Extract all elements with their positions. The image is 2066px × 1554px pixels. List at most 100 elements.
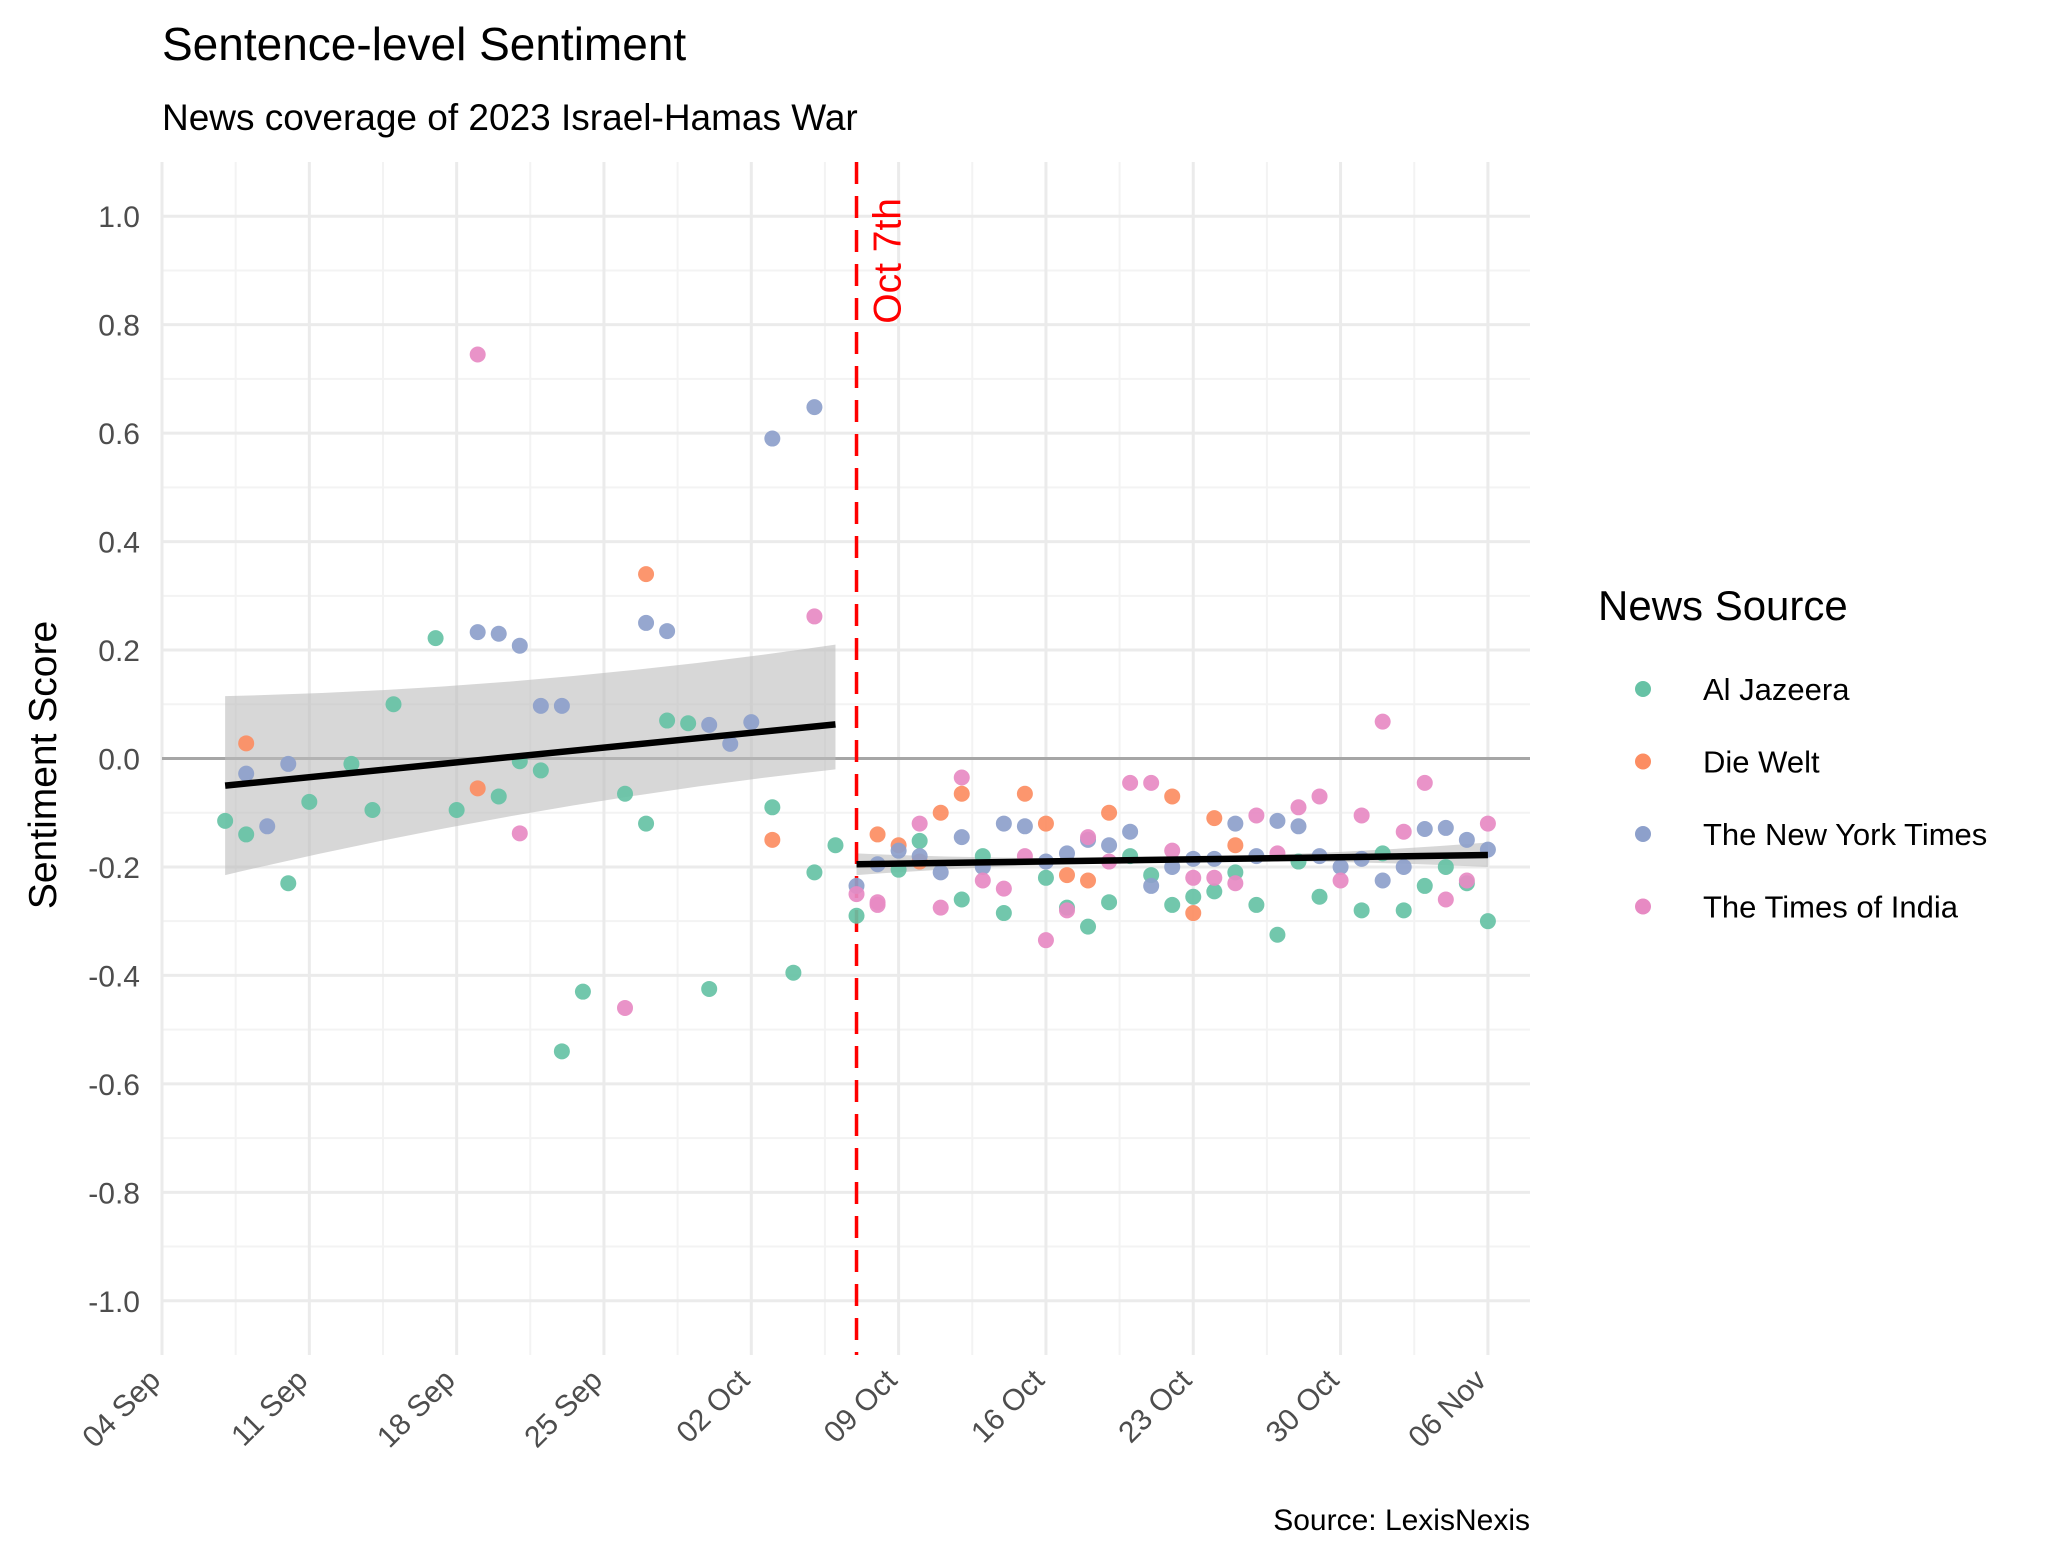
x-tick-label: 11 Sep	[225, 1364, 314, 1453]
data-point	[1164, 788, 1181, 805]
data-point	[1206, 869, 1223, 886]
legend-swatch	[1635, 753, 1651, 770]
legend-swatch	[1635, 898, 1651, 915]
data-point	[722, 735, 739, 752]
data-point	[1416, 774, 1433, 791]
data-point	[974, 872, 991, 889]
data-point	[1374, 872, 1391, 889]
y-tick-label: -0.6	[88, 1069, 140, 1102]
data-point	[511, 637, 528, 654]
data-point	[995, 905, 1012, 922]
data-point	[827, 837, 844, 854]
data-point	[1353, 902, 1370, 919]
y-tick-label: 0.8	[98, 310, 140, 343]
data-point	[953, 829, 970, 846]
grid	[160, 162, 1530, 1355]
data-point	[1227, 837, 1244, 854]
data-point	[1122, 774, 1139, 791]
data-point	[385, 696, 402, 713]
data-point	[1101, 894, 1118, 911]
data-point	[1332, 872, 1349, 889]
data-point	[1164, 858, 1181, 875]
data-point	[532, 697, 549, 714]
legend-swatch	[1635, 681, 1651, 697]
data-point	[995, 815, 1012, 832]
data-point	[932, 899, 949, 916]
data-point	[617, 785, 634, 802]
y-tick-label: -1.0	[88, 1286, 140, 1319]
data-point	[701, 980, 718, 997]
data-point	[1185, 869, 1202, 886]
data-point	[953, 785, 970, 802]
trend-lines	[224, 721, 1488, 868]
data-point	[848, 907, 865, 924]
data-point	[1374, 713, 1391, 730]
legend-label: The Times of India	[1703, 890, 1959, 925]
data-point	[1016, 818, 1033, 835]
data-point	[659, 712, 676, 729]
data-point	[1058, 902, 1075, 919]
data-point	[869, 826, 886, 843]
reference-line-group: Oct 7th	[854, 162, 910, 1355]
y-tick-label: 0.2	[98, 635, 140, 668]
data-point	[617, 999, 634, 1016]
data-point	[1206, 883, 1223, 900]
x-tick-label: 02 Oct	[670, 1363, 756, 1449]
data-point	[1185, 905, 1202, 922]
data-point	[1037, 815, 1054, 832]
data-point	[890, 842, 907, 859]
data-point	[911, 815, 928, 832]
legend-title: News Source	[1598, 582, 1848, 629]
data-point	[1227, 815, 1244, 832]
data-point	[806, 399, 823, 416]
data-point	[301, 793, 318, 810]
data-point	[1395, 858, 1412, 875]
data-point	[1101, 837, 1118, 854]
chart-caption: Source: LexisNexis	[1273, 1504, 1530, 1537]
data-point	[1037, 869, 1054, 886]
data-point	[1353, 807, 1370, 824]
data-point	[259, 818, 276, 835]
confidence-band	[225, 644, 836, 876]
data-point	[553, 697, 570, 714]
data-point	[995, 880, 1012, 897]
data-point	[1479, 913, 1496, 930]
data-point	[217, 812, 234, 829]
data-point	[490, 788, 507, 805]
trend-line	[224, 721, 836, 789]
x-tick-label: 30 Oct	[1260, 1363, 1346, 1449]
data-point	[1458, 831, 1475, 848]
data-points	[217, 346, 1496, 1060]
data-point	[1269, 926, 1286, 943]
data-point	[1164, 842, 1181, 859]
y-tick-label: 0.4	[98, 527, 140, 560]
data-point	[638, 815, 655, 832]
x-tick-label: 18 Sep	[371, 1364, 462, 1455]
data-point	[1437, 819, 1454, 836]
y-tick-label: 0.0	[98, 744, 140, 777]
legend: News Source Al Jazeera Die Welt The New Yo…	[1598, 582, 1987, 925]
data-point	[574, 983, 591, 1000]
data-point	[785, 964, 802, 981]
data-point	[280, 755, 297, 772]
legend-swatch	[1635, 826, 1651, 842]
data-point	[806, 864, 823, 881]
data-point	[532, 762, 549, 779]
data-point	[953, 769, 970, 786]
data-point	[701, 716, 718, 733]
data-point	[1080, 829, 1097, 846]
trend-line	[856, 851, 1488, 868]
legend-label: Al Jazeera	[1703, 672, 1850, 707]
data-point	[743, 714, 760, 731]
data-point	[1269, 812, 1286, 829]
data-point	[511, 825, 528, 842]
data-point	[448, 802, 465, 819]
data-point	[1164, 896, 1181, 913]
data-point	[490, 625, 507, 642]
data-point	[1058, 867, 1075, 884]
data-point	[680, 715, 697, 732]
data-point	[932, 864, 949, 881]
y-tick-label: 0.6	[98, 418, 140, 451]
data-point	[280, 875, 297, 892]
